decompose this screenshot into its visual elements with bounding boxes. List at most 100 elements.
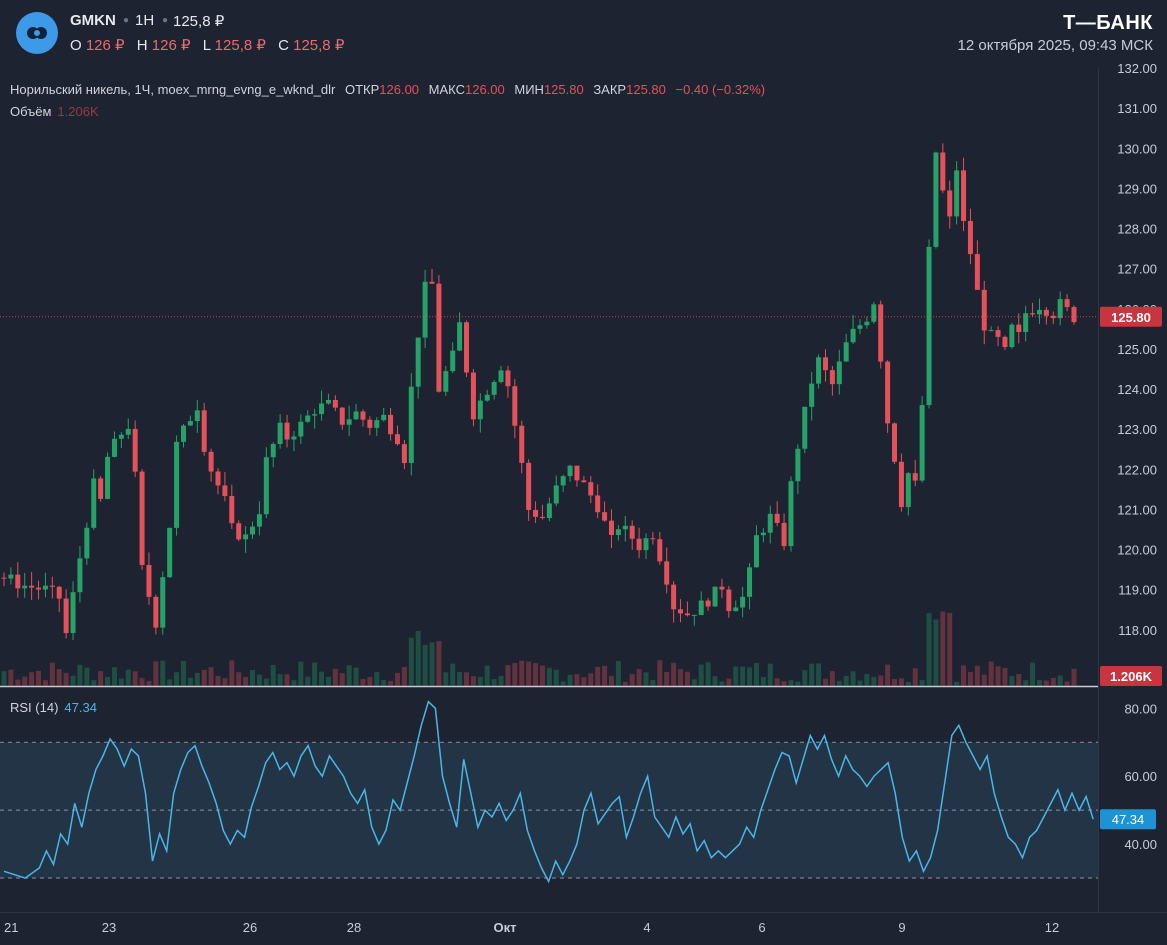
price-tick-label: 128.00 <box>1117 222 1157 237</box>
candle <box>1030 302 1036 317</box>
candle-body <box>22 585 28 589</box>
volume-bar <box>1009 676 1015 686</box>
candle <box>650 531 656 545</box>
candle <box>857 319 863 335</box>
candle <box>967 208 973 265</box>
candle-body <box>139 471 145 565</box>
volume-bar <box>539 665 545 686</box>
ticker-symbol[interactable]: GMKN <box>70 12 116 29</box>
candle <box>1023 305 1029 342</box>
volume-bar <box>346 665 352 686</box>
candle-body <box>263 457 269 515</box>
candle <box>180 424 186 448</box>
volume-bar <box>526 661 532 686</box>
candle-body <box>753 535 759 568</box>
chart-datetime: 12 октября 2025, 09:43 МСК <box>957 37 1153 54</box>
price-axis: 132.00131.00130.00129.00128.00127.00126.… <box>1117 61 1157 678</box>
volume-bar <box>105 676 111 686</box>
candle <box>809 371 815 421</box>
candle-body <box>56 586 62 599</box>
high-label: МАКС <box>428 82 465 97</box>
candle-body <box>878 304 884 362</box>
candle-body <box>312 414 318 416</box>
price-tick-label: 123.00 <box>1117 422 1157 437</box>
rsi-tick-label: 80.00 <box>1124 701 1157 716</box>
volume-bar <box>905 681 911 686</box>
candle-body <box>608 520 614 535</box>
candle-body <box>153 596 159 628</box>
candle-body <box>325 399 331 404</box>
volume-bar <box>857 680 863 686</box>
candle-body <box>277 422 283 445</box>
candle-body <box>1030 313 1036 315</box>
price-tick-label: 121.00 <box>1117 502 1157 517</box>
candle-body <box>250 526 256 535</box>
candle-body <box>360 411 366 420</box>
candle <box>339 406 345 430</box>
volume-bar <box>885 664 891 686</box>
low-value: 125.80 <box>543 82 584 97</box>
candle-body <box>947 190 953 217</box>
volume-bar <box>788 680 794 686</box>
candle <box>436 275 442 393</box>
candle-body <box>857 325 863 329</box>
volume-bar <box>781 681 787 686</box>
candle-body <box>967 220 973 255</box>
candle <box>512 378 518 439</box>
candle-body <box>484 394 490 401</box>
candle-body <box>615 529 621 535</box>
candle <box>843 333 849 363</box>
candle-body <box>602 512 608 521</box>
candle-body <box>788 481 794 547</box>
timeframe-label[interactable]: 1H <box>135 12 155 29</box>
candle <box>118 432 124 449</box>
candle <box>1071 305 1077 325</box>
candle <box>533 501 539 523</box>
candle <box>705 597 711 611</box>
volume-bar <box>339 673 345 686</box>
candle-body <box>381 414 387 421</box>
volume-bar <box>705 662 711 686</box>
candle-body <box>629 525 635 539</box>
candle-body <box>505 370 511 387</box>
candle-body <box>353 411 359 420</box>
volume-bar <box>125 669 131 686</box>
volume-label: Объём <box>10 104 52 119</box>
candle-body <box>664 561 670 585</box>
volume-bar <box>712 676 718 686</box>
volume-bar <box>974 665 980 686</box>
candle <box>519 420 525 474</box>
volume-bar <box>1036 680 1042 686</box>
candle <box>498 365 504 384</box>
candle <box>346 405 352 437</box>
volume-bar <box>940 611 946 686</box>
candle-body <box>215 471 221 486</box>
volume-bar <box>63 672 69 686</box>
candle <box>774 501 780 527</box>
candle-body <box>436 283 442 392</box>
volume-bar <box>1002 667 1008 686</box>
rsi-label: RSI (14) <box>10 700 59 715</box>
candle-body <box>70 592 76 634</box>
volume-bar <box>988 661 994 686</box>
volume-bar <box>42 680 48 686</box>
candle <box>422 269 428 349</box>
candle <box>643 533 649 560</box>
candle-body <box>816 357 822 384</box>
candle <box>892 422 898 465</box>
volume-bar <box>153 661 159 686</box>
volume-bar <box>484 665 490 686</box>
price-tick-label: 131.00 <box>1117 101 1157 116</box>
price-tick-label: 119.00 <box>1118 583 1157 598</box>
candle <box>111 431 117 458</box>
change-value: −0.40 (−0.32%) <box>675 82 766 97</box>
candle-body <box>740 596 746 608</box>
candle <box>822 349 828 382</box>
volume-bar <box>167 679 173 686</box>
candle-body <box>332 399 338 408</box>
brand-logo: Т—БАНК <box>1063 12 1153 34</box>
candle <box>560 474 566 492</box>
ohlc-close-value: 125,8 ₽ <box>293 37 345 54</box>
volume-bar <box>650 680 656 686</box>
